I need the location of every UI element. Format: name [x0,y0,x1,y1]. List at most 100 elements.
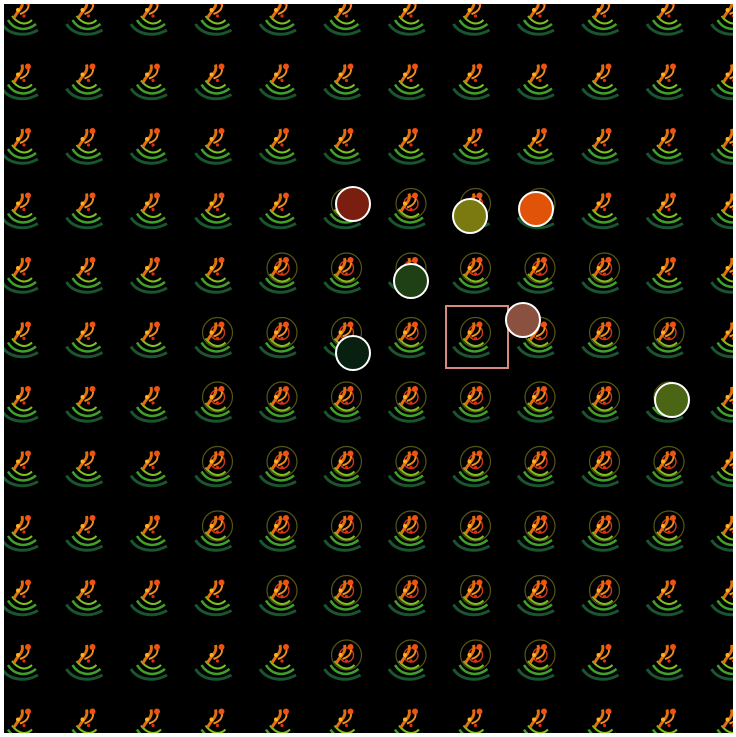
selection-box[interactable] [444,304,509,369]
swirl-sprite-icon [452,707,491,733]
swirl-sprite-icon [516,574,556,617]
swirl-sprite-icon [4,4,40,36]
swirl-sprite-icon [581,4,620,36]
swirl-sprite-icon [4,513,40,552]
swirl-sprite-icon [129,642,169,681]
swirl-sprite-icon [4,255,40,294]
swirl-sprite-icon [387,62,427,101]
swirl-sprite-icon [65,255,104,294]
swirl-sprite-icon [323,126,362,165]
swirl-sprite-icon [581,381,621,423]
swirl-sprite-icon [516,445,556,488]
swirl-sprite-icon [323,252,363,294]
swirl-sprite-icon [710,513,733,552]
swirl-sprite-icon [194,62,233,101]
swirl-sprite-icon [581,316,621,359]
swirl-sprite-icon [129,320,169,359]
swirl-sprite-icon [258,252,298,294]
swirl-sprite-icon [516,62,556,101]
swirl-sprite-icon [4,578,40,617]
swirl-sprite-icon [129,707,169,733]
token-dark-red[interactable] [334,185,371,222]
swirl-sprite-icon [65,642,104,681]
swirl-sprite-icon [258,510,298,552]
token-olive[interactable] [451,197,488,234]
swirl-sprite-icon [516,252,556,294]
swirl-sprite-icon [4,642,40,681]
swirl-sprite-icon [710,707,733,733]
swirl-sprite-icon [581,642,620,681]
swirl-sprite-icon [129,255,169,294]
token-moss-green[interactable] [654,382,690,418]
swirl-sprite-icon [710,62,733,101]
swirl-sprite-icon [387,316,427,359]
swirl-sprite-icon [65,449,104,488]
token-orange[interactable] [518,190,554,227]
swirl-sprite-icon [581,62,620,101]
swirl-sprite-icon [65,62,104,101]
swirl-sprite-icon [452,126,491,165]
swirl-sprite-icon [323,62,362,101]
swirl-sprite-icon [194,191,233,230]
swirl-sprite-icon [194,381,234,423]
swirl-sprite-icon [645,255,685,294]
swirl-sprite-icon [645,642,685,681]
swirl-sprite-icon [65,707,104,733]
swirl-sprite-icon [194,255,233,294]
swirl-sprite-icon [258,381,298,423]
swirl-sprite-icon [129,449,169,488]
swirl-sprite-icon [710,578,733,617]
swirl-sprite-icon [4,707,40,733]
swirl-sprite-icon [387,707,427,733]
swirl-sprite-icon [323,381,363,423]
swirl-sprite-icon [387,639,427,681]
swirl-sprite-icon [710,384,733,423]
swirl-sprite-icon [710,126,733,165]
swirl-sprite-icon [452,639,492,681]
swirl-sprite-icon [645,707,685,733]
swirl-sprite-icon [452,574,492,617]
swirl-sprite-icon [323,445,363,488]
swirl-sprite-icon [645,62,685,101]
swirl-sprite-icon [387,187,427,230]
swirl-sprite-icon [323,639,363,681]
swirl-sprite-icon [645,578,685,617]
swirl-sprite-icon [581,574,621,617]
swirl-sprite-icon [258,707,298,733]
swirl-sprite-icon [452,510,492,552]
swirl-sprite-icon [710,4,733,36]
swirl-sprite-icon [581,191,620,230]
swirl-sprite-icon [581,126,620,165]
swirl-sprite-icon [452,381,492,423]
swirl-sprite-icon [645,316,685,359]
swirl-sprite-icon [645,126,685,165]
swirl-sprite-icon [129,191,169,230]
swirl-sprite-icon [4,126,40,165]
swirl-sprite-icon [194,126,233,165]
swirl-sprite-icon [387,126,427,165]
swirl-sprite-icon [4,191,40,230]
swirl-sprite-icon [258,316,298,359]
swirl-sprite-icon [710,255,733,294]
swirl-sprite-icon [65,320,104,359]
swirl-sprite-icon [65,384,104,423]
token-very-dark-green[interactable] [334,334,371,371]
token-dark-green[interactable] [393,263,429,299]
swirl-sprite-icon [452,4,491,36]
swirl-sprite-icon [258,574,298,617]
swirl-sprite-icon [387,574,427,617]
swirl-sprite-icon [516,4,556,36]
swirl-sprite-icon [581,707,620,733]
swirl-sprite-icon [452,252,492,294]
swirl-sprite-icon [4,62,40,101]
swirl-sprite-icon [65,191,104,230]
swirl-sprite-icon [65,4,104,36]
token-brown[interactable] [505,301,541,338]
swirl-sprite-icon [452,445,492,488]
swirl-sprite-icon [4,320,40,359]
swirl-sprite-icon [710,320,733,359]
swirl-sprite-icon [65,513,104,552]
swirl-sprite-icon [645,191,685,230]
swirl-sprite-icon [645,510,685,552]
game-board[interactable] [4,4,733,733]
